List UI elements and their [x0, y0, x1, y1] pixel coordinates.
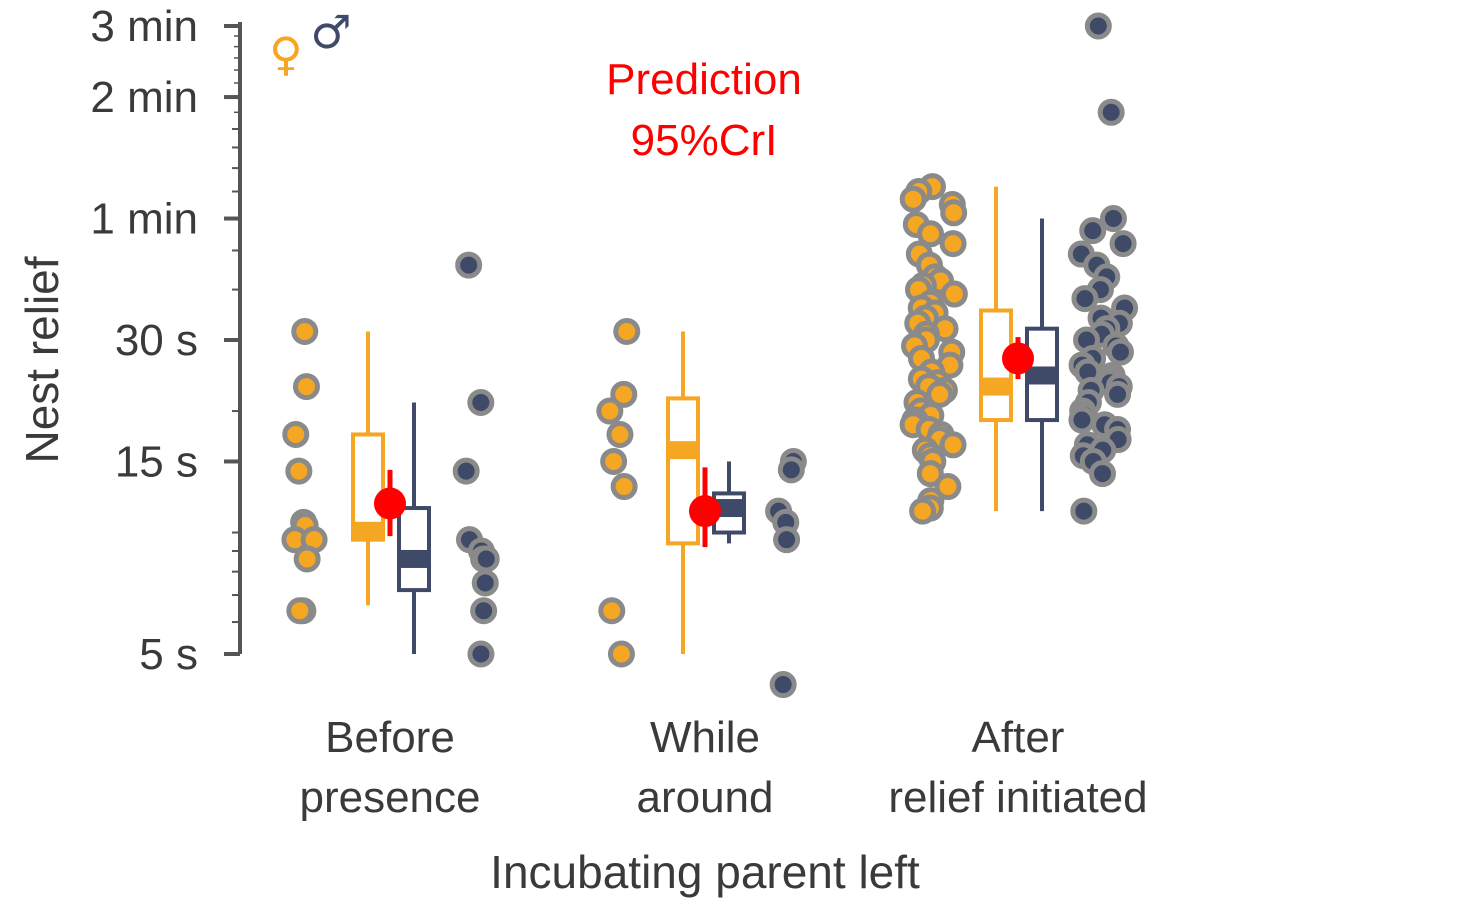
male-point: [455, 251, 483, 279]
female-legend-symbol: ♀: [269, 27, 303, 81]
x-axis-title: Incubating parent left: [490, 846, 920, 898]
female-point: [598, 597, 626, 625]
male-legend-symbol: ♂: [310, 5, 351, 59]
female-point: [291, 317, 319, 345]
female-point: [285, 457, 313, 485]
male-point: [769, 671, 797, 699]
male-median: [399, 549, 429, 568]
male-median: [1027, 366, 1057, 385]
y-tick-label: 3 min: [90, 2, 198, 51]
male-point: [1068, 406, 1096, 434]
prediction-point: [689, 495, 721, 528]
male-point: [1079, 217, 1107, 245]
male-point: [1097, 98, 1125, 126]
female-point: [606, 420, 634, 448]
prediction-label: Prediction: [606, 55, 802, 104]
female-median: [353, 521, 383, 540]
prediction-point: [374, 487, 406, 520]
y-axis: 5 s 15 s 30 s 1 min 2 min 3 min: [90, 2, 242, 679]
female-point: [596, 397, 624, 425]
y-tick-label: 1 min: [90, 195, 198, 244]
female-point: [293, 545, 321, 573]
female-point: [610, 473, 638, 501]
male-point: [1099, 205, 1127, 233]
female-point: [282, 420, 310, 448]
x-category-label: Before: [325, 713, 455, 762]
female-point: [916, 460, 944, 488]
x-category-label: around: [636, 773, 773, 822]
y-tick-label: 15 s: [115, 437, 198, 486]
male-point: [1109, 230, 1137, 258]
data-points: [281, 12, 1139, 699]
x-category-label: presence: [299, 773, 480, 822]
male-point: [1084, 12, 1112, 40]
y-axis-title: Nest relief: [16, 256, 68, 463]
male-point: [471, 569, 499, 597]
female-median: [981, 377, 1011, 396]
prediction-point: [1002, 342, 1034, 375]
female-point: [899, 185, 927, 213]
male-point: [470, 597, 498, 625]
female-point: [909, 497, 937, 525]
x-category-label: relief initiated: [888, 773, 1147, 822]
labels: Nest relief Incubating parent left ♀ ♂ P…: [16, 5, 1148, 898]
male-point: [467, 640, 495, 668]
x-category-label: While: [650, 713, 760, 762]
y-tick-label: 2 min: [90, 73, 198, 122]
male-box: [397, 506, 431, 593]
female-point: [292, 373, 320, 401]
female-point: [607, 640, 635, 668]
predictions: [374, 337, 1034, 548]
female-point: [610, 380, 638, 408]
female-point: [940, 199, 968, 227]
female-point: [917, 220, 945, 248]
y-tick-label: 30 s: [115, 316, 198, 365]
crl-label: 95%CrI: [631, 116, 778, 165]
female-point: [600, 447, 628, 475]
boxplots: [351, 186, 1059, 654]
male-point: [472, 545, 500, 573]
female-point: [613, 317, 641, 345]
x-category-label: After: [972, 713, 1065, 762]
male-point: [773, 526, 801, 554]
male-point: [1104, 380, 1132, 408]
female-point: [940, 280, 968, 308]
male-median: [714, 499, 744, 518]
male-point: [777, 456, 805, 484]
female-point: [939, 230, 967, 258]
male-point: [467, 389, 495, 417]
male-point: [1106, 338, 1134, 366]
female-point: [939, 431, 967, 459]
female-median: [668, 441, 698, 460]
male-point: [452, 457, 480, 485]
y-tick-label: 5 s: [139, 630, 198, 679]
female-point: [934, 473, 962, 501]
male-point: [1088, 460, 1116, 488]
female-point: [286, 597, 314, 625]
male-point: [1071, 285, 1099, 313]
male-point: [1070, 497, 1098, 525]
